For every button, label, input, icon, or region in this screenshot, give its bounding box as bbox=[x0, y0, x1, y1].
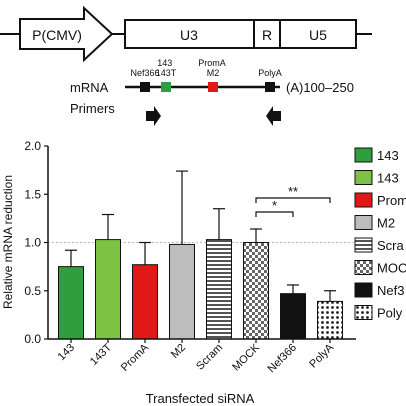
bar-scram bbox=[206, 239, 232, 340]
legend-swatch bbox=[354, 260, 373, 275]
significance-label: * bbox=[272, 198, 277, 213]
site-label-143-line2: 143T bbox=[156, 68, 177, 78]
significance-layer: *** bbox=[255, 184, 331, 217]
site-marker-143 bbox=[161, 82, 171, 92]
site-label-nef366: Nef366 bbox=[130, 68, 159, 78]
legend-swatch bbox=[354, 170, 373, 185]
significance-bracket bbox=[255, 197, 331, 203]
legend-swatch bbox=[354, 305, 373, 320]
legend-label: Prom bbox=[377, 193, 406, 208]
x-axis-label: Transfected siRNA bbox=[146, 391, 255, 406]
u5-box bbox=[279, 19, 357, 49]
x-tick-label-143: 143 bbox=[56, 342, 77, 363]
legend-swatch bbox=[354, 147, 373, 163]
legend-label: Nef3 bbox=[377, 283, 404, 298]
legend-label: 143 bbox=[377, 171, 399, 186]
construct-schematic: P(CMV) U3 R U5 bbox=[0, 5, 372, 63]
legend-swatch bbox=[354, 237, 373, 253]
x-ticks-layer: 143 143T PromA M2 Scram MOCK Nef366 PolyA bbox=[56, 339, 337, 375]
bar-mock bbox=[243, 242, 269, 340]
y-axis-label: Relative mRNA reduction bbox=[1, 175, 15, 309]
legend-label: 143 bbox=[377, 148, 399, 163]
site-label-143: 143 143T bbox=[156, 58, 177, 78]
y-tick-label: 0.5 bbox=[24, 284, 41, 298]
u3-label: U3 bbox=[180, 27, 198, 43]
mrna-schematic: Nef366 143 143T PromA M2 PolyA mRNA (A)1… bbox=[70, 58, 354, 126]
x-tick-label-scram: Scram bbox=[194, 342, 225, 373]
legend-label: MOC bbox=[377, 261, 406, 276]
site-label-143-line1: 143 bbox=[157, 58, 172, 68]
x-tick-label-polya: PolyA bbox=[307, 341, 336, 370]
y-tick-label: 0.0 bbox=[24, 332, 41, 346]
site-marker-proma bbox=[208, 82, 218, 92]
y-tick-label: 1.0 bbox=[24, 236, 41, 250]
y-tick-label: 1.5 bbox=[24, 187, 41, 201]
site-label-proma-line2: M2 bbox=[207, 68, 220, 78]
x-tick-label-mock: MOCK bbox=[230, 341, 262, 373]
bar-143t bbox=[95, 239, 121, 340]
primers-label: Primers bbox=[70, 101, 115, 116]
site-label-polya: PolyA bbox=[258, 68, 282, 78]
bars-layer bbox=[58, 239, 343, 340]
y-tick-label: 2.0 bbox=[24, 139, 41, 153]
legend-swatch bbox=[354, 282, 373, 298]
site-label-proma-line1: PromA bbox=[198, 58, 226, 68]
x-tick-label-m2: M2 bbox=[169, 342, 188, 361]
primer-reverse-arrow bbox=[266, 106, 281, 126]
bar-polya bbox=[317, 300, 343, 340]
site-marker-nef366 bbox=[140, 82, 150, 92]
x-tick-label-proma: PromA bbox=[119, 341, 152, 374]
x-tick-label-nef366: Nef366 bbox=[266, 342, 300, 376]
pcmv-promoter-arrow bbox=[19, 5, 114, 63]
legend-label: M2 bbox=[377, 216, 395, 231]
u5-label: U5 bbox=[309, 27, 327, 43]
bar-nef366 bbox=[280, 293, 306, 340]
u3-box bbox=[124, 19, 255, 49]
bar-m2 bbox=[169, 243, 195, 340]
y-ticks-layer: 0.0 0.5 1.0 1.5 2.0 bbox=[24, 139, 48, 346]
r-label: R bbox=[262, 27, 272, 43]
legend-swatch bbox=[354, 192, 373, 208]
legend: 143 143 Prom M2 Scra MOC Nef3 Poly bbox=[354, 147, 406, 321]
bar-chart: *** 0.00.51.01.52.0 143 143T PromA M2 Scram M… bbox=[1, 139, 406, 406]
legend-label: Scra bbox=[377, 238, 405, 253]
site-label-proma: PromA M2 bbox=[198, 58, 228, 78]
bar-143 bbox=[58, 266, 84, 340]
bar-proma bbox=[132, 264, 158, 340]
error-bars-layer bbox=[65, 170, 336, 302]
pcmv-label: P(CMV) bbox=[32, 27, 82, 43]
legend-swatch bbox=[354, 215, 373, 230]
site-marker-polya bbox=[265, 82, 275, 92]
primer-forward-arrow bbox=[146, 106, 161, 126]
mrna-label: mRNA bbox=[70, 80, 109, 95]
poly-tail-label: (A)100–250 bbox=[286, 80, 354, 95]
significance-bracket bbox=[255, 211, 294, 217]
r-box bbox=[253, 19, 281, 49]
legend-label: Poly bbox=[377, 306, 403, 321]
significance-label: ** bbox=[288, 184, 298, 199]
x-tick-label-143t: 143T bbox=[88, 341, 114, 367]
